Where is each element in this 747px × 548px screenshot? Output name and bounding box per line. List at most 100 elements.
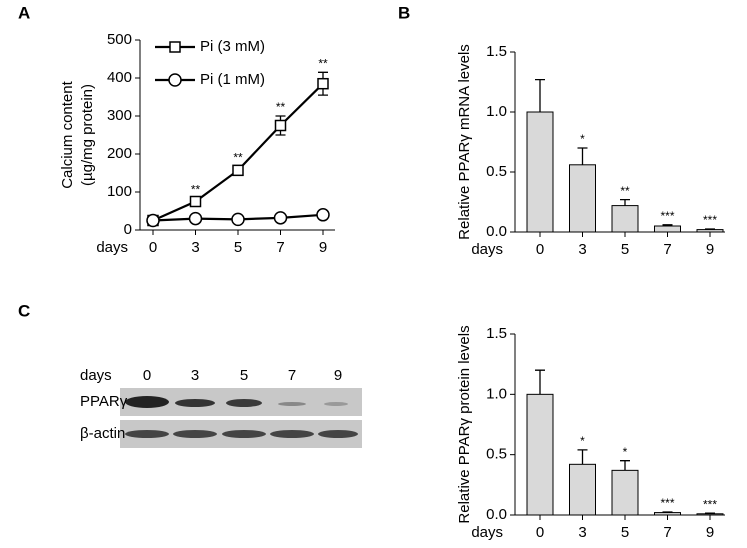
- y-label: Relative PPARγ protein levels: [456, 325, 473, 523]
- bar: [526, 393, 554, 516]
- y-label: Relative PPARγ mRNA levels: [456, 44, 473, 240]
- significance: **: [276, 100, 286, 114]
- blot: [120, 388, 362, 448]
- significance: ***: [703, 213, 717, 227]
- point: [317, 77, 329, 90]
- y-tick-label: 0.0: [486, 223, 507, 240]
- y-tick-label: 0.5: [486, 446, 507, 463]
- error-bar: [620, 460, 630, 471]
- legend-label: Pi (1 mM): [200, 71, 265, 88]
- bar: [569, 463, 596, 516]
- x-label: days: [96, 239, 128, 256]
- x-tick-label: 5: [621, 241, 629, 258]
- error-bar: [577, 449, 588, 465]
- x-tick-label: 9: [706, 241, 714, 258]
- y-label: (µg/mg protein): [79, 84, 96, 186]
- point: [188, 211, 203, 226]
- x-tick-label: 7: [663, 524, 671, 541]
- band: [125, 430, 169, 438]
- bar: [611, 469, 639, 516]
- significance: *: [580, 434, 585, 448]
- band: [318, 430, 358, 438]
- band: [270, 430, 314, 438]
- bar: [611, 205, 639, 233]
- error-bar: [577, 147, 588, 165]
- error-bar: [535, 78, 545, 112]
- lane-label: 5: [240, 367, 248, 384]
- band: [324, 402, 348, 406]
- legend-marker: [169, 41, 181, 53]
- bar: [654, 512, 681, 516]
- significance: ***: [660, 209, 674, 223]
- y-tick-label: 1.0: [486, 103, 507, 120]
- band: [222, 430, 266, 438]
- panel-label: A: [18, 3, 30, 22]
- point: [273, 211, 288, 225]
- y-label: Calcium content: [59, 80, 76, 188]
- y-tick-label: 100: [107, 183, 132, 200]
- y-tick-label: 0.0: [486, 506, 507, 523]
- panel-label: C: [18, 301, 30, 320]
- row-label: PPARγ: [80, 393, 128, 410]
- y-tick-label: 500: [107, 31, 132, 48]
- significance: **: [233, 151, 243, 165]
- bar: [696, 229, 724, 233]
- x-label: days: [471, 524, 503, 541]
- error-bar: [620, 198, 630, 206]
- x-tick-label: 0: [536, 524, 544, 541]
- y-tick-label: 1.5: [486, 325, 507, 342]
- x-tick-label: 3: [578, 524, 586, 541]
- x-tick-label: 7: [276, 239, 284, 256]
- x-tick-label: 7: [663, 241, 671, 258]
- x-tick-label: 9: [706, 524, 714, 541]
- point: [274, 119, 287, 132]
- significance: ***: [660, 496, 674, 510]
- bar: [654, 225, 681, 233]
- x-tick-label: 9: [319, 239, 327, 256]
- error-bar: [535, 369, 545, 395]
- panel-label: B: [398, 3, 410, 22]
- y-tick-label: 1.5: [486, 43, 507, 60]
- y-tick-label: 0: [124, 221, 132, 238]
- bar: [569, 164, 596, 233]
- x-label: days: [471, 241, 503, 258]
- bar: [696, 513, 724, 516]
- band: [175, 399, 215, 407]
- y-tick-label: 200: [107, 145, 132, 162]
- x-tick-label: 0: [149, 239, 157, 256]
- x-tick-label: 0: [536, 241, 544, 258]
- band: [226, 399, 262, 407]
- lane-label: 3: [191, 367, 199, 384]
- point: [189, 195, 202, 208]
- significance: **: [620, 184, 630, 198]
- bar: [526, 111, 554, 233]
- point: [146, 213, 160, 228]
- significance: ***: [703, 497, 717, 511]
- lane-label: 7: [288, 367, 296, 384]
- significance: **: [318, 56, 328, 70]
- row-label: β-actin: [80, 425, 125, 442]
- x-tick-label: 3: [578, 241, 586, 258]
- point: [316, 208, 330, 222]
- band: [173, 430, 217, 438]
- point: [232, 164, 244, 177]
- significance: *: [623, 445, 628, 459]
- y-tick-label: 1.0: [486, 385, 507, 402]
- y-tick-label: 0.5: [486, 163, 507, 180]
- band: [278, 402, 306, 406]
- lane-label: 0: [143, 367, 151, 384]
- y-tick-label: 400: [107, 69, 132, 86]
- legend-label: Pi (3 mM): [200, 38, 265, 55]
- legend-marker: [168, 73, 182, 87]
- x-tick-label: 5: [621, 524, 629, 541]
- significance: *: [580, 132, 585, 146]
- y-tick-label: 300: [107, 107, 132, 124]
- point: [231, 212, 245, 227]
- significance: **: [191, 183, 201, 197]
- blot-x-label: days: [80, 367, 112, 384]
- band: [125, 396, 169, 408]
- x-tick-label: 5: [234, 239, 242, 256]
- lane-label: 9: [334, 367, 342, 384]
- x-tick-label: 3: [191, 239, 199, 256]
